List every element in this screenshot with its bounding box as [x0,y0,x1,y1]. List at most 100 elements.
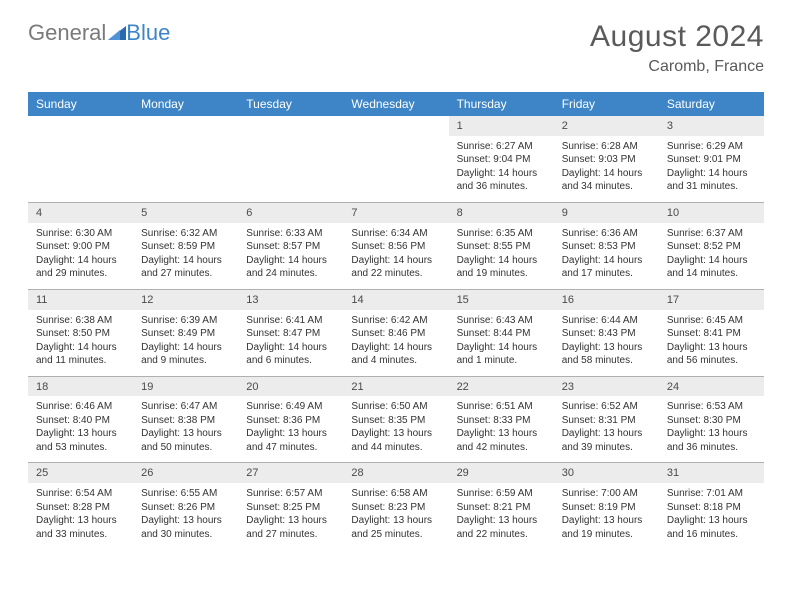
detail-cell: Sunrise: 6:29 AMSunset: 9:01 PMDaylight:… [659,136,764,203]
daylight-text: Daylight: 13 hours and 39 minutes. [562,427,651,454]
sunset-text: Sunset: 8:38 PM [141,414,230,428]
daylight-text: Daylight: 14 hours and 4 minutes. [351,341,440,368]
sunset-text: Sunset: 8:59 PM [141,240,230,254]
sunrise-text: Sunrise: 6:50 AM [351,400,440,414]
daylight-text: Daylight: 13 hours and 36 minutes. [667,427,756,454]
daynum-cell: 7 [343,202,448,222]
sunrise-text: Sunrise: 6:51 AM [457,400,546,414]
sunset-text: Sunset: 8:25 PM [246,501,335,515]
sunrise-text: Sunrise: 6:33 AM [246,227,335,241]
sunrise-text: Sunrise: 6:27 AM [457,140,546,154]
daynum-cell: 24 [659,376,764,396]
daylight-text: Daylight: 14 hours and 22 minutes. [351,254,440,281]
daynum-cell: 19 [133,376,238,396]
daynum-cell: 21 [343,376,448,396]
daynum-cell [133,116,238,136]
daylight-text: Daylight: 13 hours and 42 minutes. [457,427,546,454]
detail-cell: Sunrise: 6:33 AMSunset: 8:57 PMDaylight:… [238,223,343,290]
sunset-text: Sunset: 9:01 PM [667,153,756,167]
detail-cell: Sunrise: 6:44 AMSunset: 8:43 PMDaylight:… [554,310,659,377]
detail-cell: Sunrise: 7:00 AMSunset: 8:19 PMDaylight:… [554,483,659,549]
sunrise-text: Sunrise: 6:30 AM [36,227,125,241]
sunset-text: Sunset: 8:21 PM [457,501,546,515]
logo: General Blue [28,20,170,46]
daynum-cell: 15 [449,289,554,309]
daylight-text: Daylight: 14 hours and 19 minutes. [457,254,546,281]
daynum-cell: 20 [238,376,343,396]
calendar-table: Sunday Monday Tuesday Wednesday Thursday… [28,92,764,549]
sunrise-text: Sunrise: 6:41 AM [246,314,335,328]
sunrise-text: Sunrise: 7:00 AM [562,487,651,501]
daynum-cell: 14 [343,289,448,309]
sunrise-text: Sunrise: 6:53 AM [667,400,756,414]
daynum-cell: 28 [343,463,448,483]
detail-row: Sunrise: 6:46 AMSunset: 8:40 PMDaylight:… [28,396,764,463]
detail-cell: Sunrise: 6:55 AMSunset: 8:26 PMDaylight:… [133,483,238,549]
sunset-text: Sunset: 8:31 PM [562,414,651,428]
sunset-text: Sunset: 8:19 PM [562,501,651,515]
sunset-text: Sunset: 8:49 PM [141,327,230,341]
daynum-cell: 23 [554,376,659,396]
sunset-text: Sunset: 8:41 PM [667,327,756,341]
title-block: August 2024 Caromb, France [590,20,764,76]
daynum-cell: 6 [238,202,343,222]
daynum-cell: 16 [554,289,659,309]
sunrise-text: Sunrise: 6:59 AM [457,487,546,501]
daynum-cell: 27 [238,463,343,483]
daynum-row: 18192021222324 [28,376,764,396]
detail-cell: Sunrise: 6:30 AMSunset: 9:00 PMDaylight:… [28,223,133,290]
daynum-cell [28,116,133,136]
daylight-text: Daylight: 14 hours and 11 minutes. [36,341,125,368]
sunrise-text: Sunrise: 6:45 AM [667,314,756,328]
sunrise-text: Sunrise: 6:29 AM [667,140,756,154]
sunrise-text: Sunrise: 6:49 AM [246,400,335,414]
sunset-text: Sunset: 8:26 PM [141,501,230,515]
daynum-row: 11121314151617 [28,289,764,309]
daylight-text: Daylight: 14 hours and 34 minutes. [562,167,651,194]
daynum-cell: 11 [28,289,133,309]
sunrise-text: Sunrise: 6:37 AM [667,227,756,241]
detail-cell: Sunrise: 6:39 AMSunset: 8:49 PMDaylight:… [133,310,238,377]
weekday-header: Friday [554,92,659,116]
sunset-text: Sunset: 8:30 PM [667,414,756,428]
detail-cell: Sunrise: 6:28 AMSunset: 9:03 PMDaylight:… [554,136,659,203]
daynum-cell: 5 [133,202,238,222]
detail-cell: Sunrise: 6:49 AMSunset: 8:36 PMDaylight:… [238,396,343,463]
detail-cell: Sunrise: 7:01 AMSunset: 8:18 PMDaylight:… [659,483,764,549]
sunrise-text: Sunrise: 6:58 AM [351,487,440,501]
daylight-text: Daylight: 13 hours and 50 minutes. [141,427,230,454]
detail-cell: Sunrise: 6:36 AMSunset: 8:53 PMDaylight:… [554,223,659,290]
sunrise-text: Sunrise: 6:52 AM [562,400,651,414]
daynum-cell: 4 [28,202,133,222]
sunrise-text: Sunrise: 6:43 AM [457,314,546,328]
sunset-text: Sunset: 8:18 PM [667,501,756,515]
sunset-text: Sunset: 8:23 PM [351,501,440,515]
detail-cell: Sunrise: 6:47 AMSunset: 8:38 PMDaylight:… [133,396,238,463]
detail-row: Sunrise: 6:54 AMSunset: 8:28 PMDaylight:… [28,483,764,549]
detail-cell: Sunrise: 6:50 AMSunset: 8:35 PMDaylight:… [343,396,448,463]
calendar-head: Sunday Monday Tuesday Wednesday Thursday… [28,92,764,116]
daynum-cell: 8 [449,202,554,222]
weekday-header: Tuesday [238,92,343,116]
sunset-text: Sunset: 8:33 PM [457,414,546,428]
daynum-cell: 30 [554,463,659,483]
detail-cell [343,136,448,203]
weekday-header: Sunday [28,92,133,116]
detail-cell: Sunrise: 6:32 AMSunset: 8:59 PMDaylight:… [133,223,238,290]
sunset-text: Sunset: 8:56 PM [351,240,440,254]
detail-row: Sunrise: 6:38 AMSunset: 8:50 PMDaylight:… [28,310,764,377]
detail-cell: Sunrise: 6:58 AMSunset: 8:23 PMDaylight:… [343,483,448,549]
daynum-cell: 17 [659,289,764,309]
daynum-cell [238,116,343,136]
daylight-text: Daylight: 14 hours and 9 minutes. [141,341,230,368]
detail-cell [28,136,133,203]
weekday-header: Wednesday [343,92,448,116]
detail-cell [238,136,343,203]
sunrise-text: Sunrise: 6:32 AM [141,227,230,241]
daylight-text: Daylight: 13 hours and 47 minutes. [246,427,335,454]
daynum-cell: 3 [659,116,764,136]
sunset-text: Sunset: 9:00 PM [36,240,125,254]
detail-cell: Sunrise: 6:43 AMSunset: 8:44 PMDaylight:… [449,310,554,377]
detail-cell: Sunrise: 6:35 AMSunset: 8:55 PMDaylight:… [449,223,554,290]
weekday-row: Sunday Monday Tuesday Wednesday Thursday… [28,92,764,116]
